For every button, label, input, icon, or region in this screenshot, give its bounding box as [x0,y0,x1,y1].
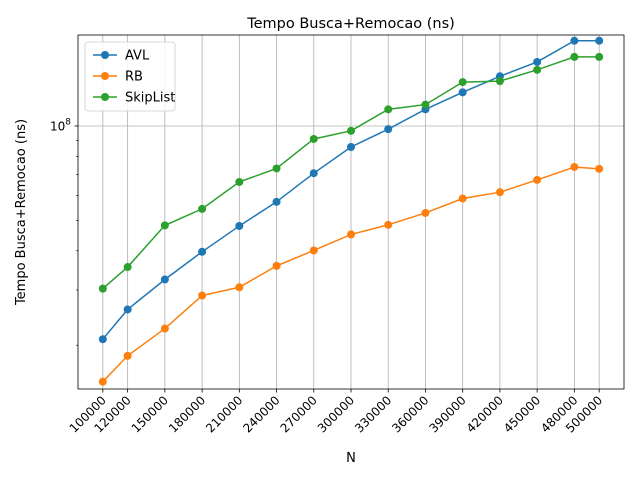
data-point [347,126,355,135]
data-point [309,134,318,143]
data-point [123,305,132,314]
chart-title: Tempo Busca+Remocao (ns) [246,16,455,32]
legend-box [84,41,176,112]
data-point [98,284,107,293]
legend-marker [101,93,109,101]
legend-label: AVL [125,49,150,64]
data-point [458,88,467,97]
legend: AVL RB SkipList [84,41,176,112]
data-point [495,188,504,197]
data-point [458,78,467,87]
data-point [272,197,281,206]
data-point [198,204,207,213]
y-tick-label: 108 [50,117,71,133]
series-rb [98,162,604,386]
legend-item: RB [93,70,143,85]
data-point [458,194,467,203]
data-point [533,57,542,66]
legend-item: SkipList [93,91,175,106]
legend-marker [101,51,109,59]
y-axis-title: Tempo Busca+Remocao (ns) [14,119,29,306]
data-point [235,177,244,186]
legend-label: RB [125,70,143,85]
legend-item: AVL [93,49,150,64]
data-point [533,175,542,184]
data-point [570,52,579,61]
data-point [570,162,579,171]
data-point [198,291,207,300]
data-point [272,164,281,173]
legend-label: SkipList [125,91,175,106]
data-point [533,65,542,74]
data-point [98,377,107,386]
y-axis-ticks: 108 [50,117,78,346]
data-point [495,77,504,86]
series-avl [98,36,604,344]
data-point [347,230,355,239]
data-point [235,221,244,230]
data-point [272,261,281,270]
data-point [421,208,430,217]
data-point [384,220,393,229]
data-point [309,246,318,255]
data-point [160,324,169,333]
data-point [421,100,430,109]
data-point [309,169,318,178]
data-point [235,283,244,292]
data-point [595,36,604,45]
data-point [123,263,132,272]
data-point [595,164,604,173]
series-layer [98,36,604,386]
x-axis-title: N [346,451,356,466]
data-point [384,125,393,134]
data-point [595,52,604,61]
data-point [384,105,393,114]
data-point [98,335,107,344]
data-point [198,247,207,256]
data-point [347,142,355,151]
series-skiplist [98,52,604,293]
data-point [570,36,579,45]
data-point [160,221,169,230]
data-point [160,275,169,284]
data-point [123,351,132,360]
legend-marker [101,72,109,80]
